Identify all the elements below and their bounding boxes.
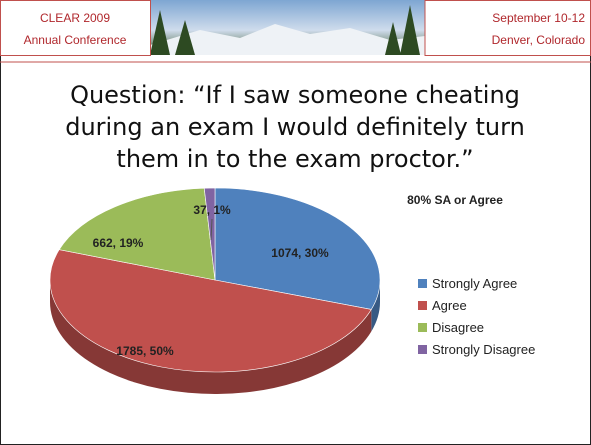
chart-title: them in to the exam proctor.” xyxy=(116,145,473,173)
legend-label: Strongly Agree xyxy=(432,276,517,291)
leader-line xyxy=(210,218,213,241)
trees xyxy=(150,5,420,55)
header-text: Denver, Colorado xyxy=(492,33,586,47)
legend-label: Agree xyxy=(432,298,467,313)
header-text: CLEAR 2009 xyxy=(40,11,110,25)
legend-swatch xyxy=(418,279,427,288)
header-box-left xyxy=(0,0,151,56)
pie-slice xyxy=(214,187,381,310)
annotation: 80% SA or Agree xyxy=(407,193,503,207)
pie-slice xyxy=(203,187,216,281)
header-text: Annual Conference xyxy=(24,33,127,47)
slice-side xyxy=(50,280,372,394)
data-label: 1785, 50% xyxy=(116,344,174,358)
data-label: 662, 19% xyxy=(93,236,144,250)
legend-swatch xyxy=(418,345,427,354)
legend-swatch xyxy=(418,323,427,332)
slice-side xyxy=(371,280,380,332)
mountains xyxy=(150,24,425,55)
data-label: 1074, 30% xyxy=(271,246,329,260)
legend-label: Disagree xyxy=(432,320,484,335)
chart-title: Question: “If I saw someone cheating xyxy=(70,81,520,109)
header-text: September 10-12 xyxy=(492,11,585,25)
data-label: 37, 1% xyxy=(193,203,231,217)
header-box-right xyxy=(424,0,591,56)
legend-label: Strongly Disagree xyxy=(432,342,535,357)
pie-slice xyxy=(49,249,372,373)
chart-title: during an exam I would definitely turn xyxy=(65,113,525,141)
legend-swatch xyxy=(418,301,427,310)
pie-slice xyxy=(58,187,216,281)
